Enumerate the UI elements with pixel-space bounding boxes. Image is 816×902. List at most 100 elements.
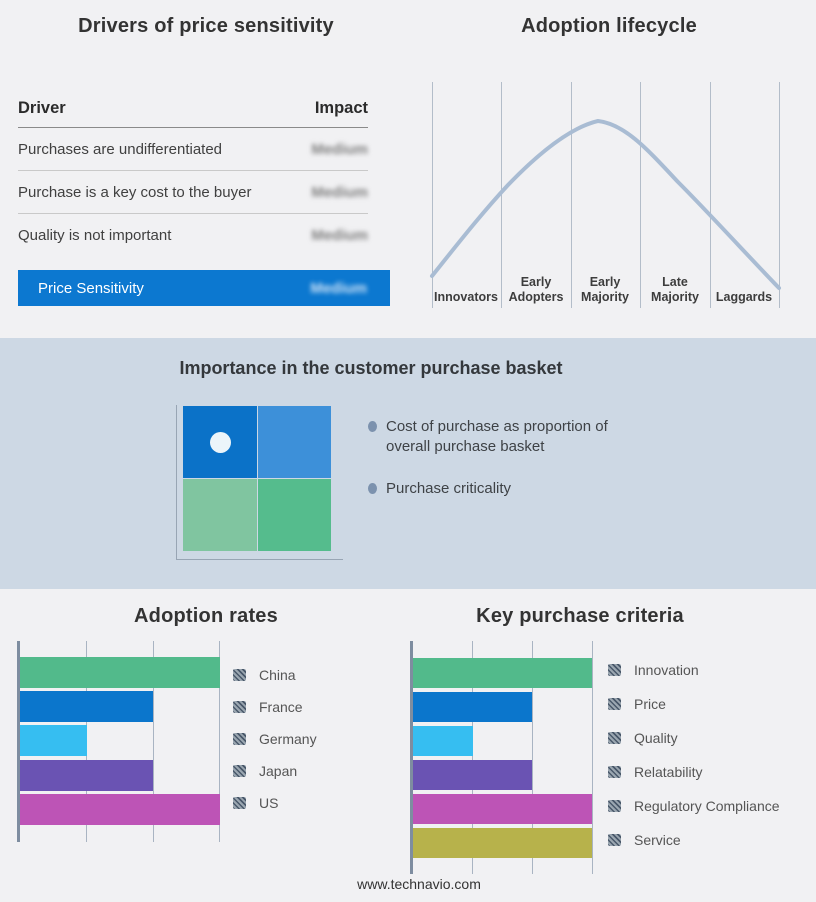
gridline	[219, 641, 220, 842]
bar-germany	[20, 725, 87, 757]
bar-price	[413, 692, 533, 722]
legend-label: France	[259, 699, 303, 715]
bar-plot	[413, 658, 592, 858]
adoption-rates-title: Adoption rates	[134, 605, 278, 627]
gridline	[640, 82, 641, 308]
bar-innovation	[413, 658, 592, 688]
driver-cell: Purchase is a key cost to the buyer	[18, 183, 252, 201]
impact-cell-blurred: Medium	[311, 140, 368, 158]
table-row: Purchase is a key cost to the buyer Medi…	[18, 171, 368, 214]
legend: Innovation Price Quality Relatability Regula…	[608, 659, 780, 851]
list-item: Cost of purchase as proportion of overal…	[368, 417, 620, 458]
legend-label: Service	[634, 832, 681, 848]
summary-label: Price Sensitivity	[38, 279, 144, 297]
bar-quality	[413, 726, 473, 756]
legend-swatch-icon	[608, 766, 621, 778]
gridline	[592, 641, 593, 874]
stage-label-laggards: Laggards	[715, 290, 773, 304]
bar-china	[20, 657, 220, 688]
driver-cell: Purchases are undifferentiated	[18, 140, 223, 158]
legend-swatch-icon	[233, 669, 246, 681]
bullet-icon	[368, 482, 377, 494]
quadrant-matrix	[183, 406, 331, 551]
price-sensitivity-summary-bar: Price Sensitivity Medium	[18, 270, 390, 306]
position-dot-icon	[210, 432, 231, 453]
gridline	[779, 82, 780, 308]
bar-regulatory-compliance	[413, 794, 592, 824]
legend-swatch-icon	[608, 834, 621, 846]
basket-bullet-list: Cost of purchase as proportion of overal…	[368, 417, 620, 520]
impact-cell-blurred: Medium	[311, 183, 368, 201]
legend-item-germany: Germany	[233, 728, 317, 750]
bar-france	[20, 691, 154, 723]
bell-curve	[430, 118, 781, 290]
legend-label: Regulatory Compliance	[634, 798, 780, 814]
legend-swatch-icon	[608, 732, 621, 744]
legend-item-price: Price	[608, 693, 780, 715]
gridline	[472, 641, 473, 874]
stage-label-early-adopters: Early Adopters	[508, 275, 564, 304]
impact-cell-blurred: Medium	[311, 227, 368, 244]
legend-label: US	[259, 795, 279, 811]
legend-label: Innovation	[634, 662, 699, 678]
summary-impact-blurred: Medium	[310, 279, 367, 297]
lifecycle-stage-labels: Innovators Early Adopters Early Majority…	[420, 270, 790, 307]
drivers-table: Driver Impact Purchases are undifferenti…	[18, 94, 368, 257]
column-header-driver: Driver	[18, 99, 66, 117]
legend-label: Quality	[634, 730, 678, 746]
lifecycle-chart	[420, 82, 790, 308]
column-header-impact: Impact	[314, 99, 368, 117]
quadrant-top-left	[183, 406, 257, 478]
legend-item-innovation: Innovation	[608, 659, 780, 681]
legend-swatch-icon	[233, 797, 246, 809]
legend-label: China	[259, 667, 296, 683]
drivers-panel-title: Drivers of price sensitivity	[78, 15, 334, 37]
legend-item-quality: Quality	[608, 727, 780, 749]
bar-japan	[20, 759, 154, 791]
driver-cell: Quality is not important	[18, 227, 172, 244]
footer: www.technavio.com	[0, 876, 816, 892]
legend-item-relatability: Relatability	[608, 761, 780, 783]
table-row: Purchases are undifferentiated Medium	[18, 128, 368, 171]
legend-item-japan: Japan	[233, 760, 317, 782]
gridline	[710, 82, 711, 308]
basket-title: Importance in the customer purchase bask…	[179, 358, 563, 378]
stage-label-late-majority: Late Majority	[651, 275, 699, 304]
gridline	[571, 82, 572, 308]
bell-curve-path	[430, 118, 781, 290]
bar-plot	[20, 657, 220, 825]
purchase-basket-band	[0, 338, 816, 589]
footer-url-link[interactable]: www.technavio.com	[357, 876, 481, 892]
bullet-text: Purchase criticality	[386, 479, 512, 497]
legend-label: Price	[634, 696, 666, 712]
stage-label-innovators: Innovators	[434, 290, 498, 304]
y-axis	[17, 641, 20, 842]
legend-swatch-icon	[233, 765, 246, 777]
bar-us	[20, 793, 220, 825]
legend-label: Japan	[259, 763, 298, 779]
legend-label: Germany	[259, 731, 317, 747]
legend-item-service: Service	[608, 829, 780, 851]
legend-swatch-icon	[608, 698, 621, 710]
quadrant-y-axis	[176, 405, 177, 560]
drivers-table-header: Driver Impact	[18, 94, 368, 128]
gridline	[532, 641, 533, 874]
legend-swatch-icon	[608, 664, 621, 676]
legend-swatch-icon	[608, 800, 621, 812]
bar-relatability	[413, 760, 533, 790]
gridline	[432, 82, 433, 308]
quadrant-bottom-left	[183, 479, 257, 551]
legend-swatch-icon	[233, 733, 246, 745]
list-item: Purchase criticality	[368, 479, 620, 499]
legend-item-us: US	[233, 792, 317, 814]
quadrant-bottom-right	[257, 479, 331, 551]
key-purchase-criteria-title: Key purchase criteria	[476, 605, 684, 627]
y-axis	[410, 641, 413, 874]
quadrant-x-axis	[176, 559, 343, 560]
bullet-icon	[368, 421, 377, 432]
gridline	[153, 641, 154, 842]
bar-service	[413, 828, 592, 858]
table-row: Quality is not important Medium	[18, 214, 368, 257]
legend: China France Germany Japan US	[233, 664, 317, 814]
